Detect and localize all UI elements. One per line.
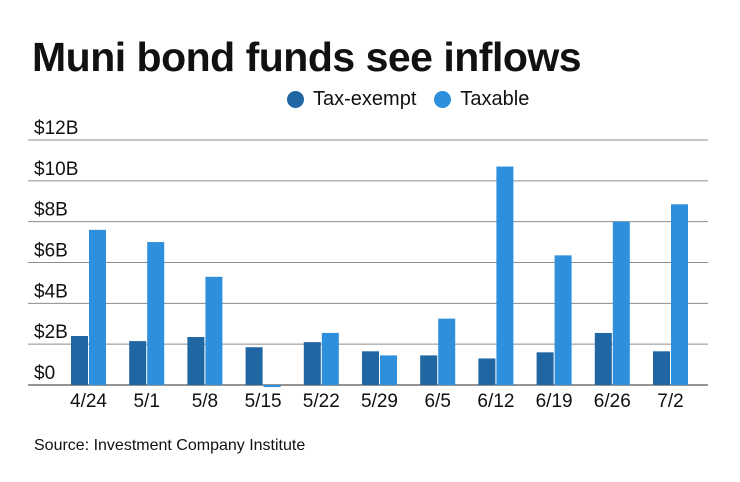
- bar-taxable: [263, 385, 281, 388]
- y-tick-label: $8B: [34, 200, 68, 221]
- bar-taxable: [380, 355, 397, 385]
- bar-tax-exempt: [129, 341, 147, 385]
- x-tick-label: 5/1: [133, 391, 159, 412]
- bar-tax-exempt: [594, 332, 612, 385]
- bar-tax-exempt: [362, 351, 379, 385]
- y-tick-label: $4B: [34, 281, 68, 302]
- bar-tax-exempt: [303, 342, 321, 385]
- x-tick-label: 5/22: [303, 391, 340, 412]
- x-tick-label: 5/15: [245, 391, 282, 412]
- bars: [71, 166, 688, 388]
- legend-swatch-tax-exempt: [287, 90, 304, 108]
- bar-tax-exempt: [187, 337, 205, 385]
- bar-tax-exempt: [420, 355, 438, 385]
- bar-taxable: [554, 255, 572, 385]
- x-tick-label: 6/5: [424, 391, 450, 412]
- x-tick-label: 6/19: [536, 391, 573, 412]
- chart-title: Muni bond funds see inflows: [32, 34, 582, 80]
- legend-label-tax-exempt: Tax-exempt: [313, 87, 417, 110]
- x-axis-labels: 4/24 5/1 5/8 5/15 5/22 5/29 6/5 6/12 6/19 6/26 7/2: [70, 391, 684, 412]
- bar-taxable: [89, 229, 106, 385]
- x-tick-label: 6/12: [477, 391, 514, 412]
- bar-chart: $0 $2B $4B $6B $8B $10B $12B 4/24 5/1 5/8 5/15 5/2…: [28, 118, 708, 412]
- bar-taxable: [147, 242, 165, 385]
- y-tick-label: $6B: [34, 241, 68, 262]
- y-tick-label: $10B: [34, 159, 78, 180]
- legend-item-tax-exempt: Tax-exempt: [287, 88, 416, 111]
- legend-item-taxable: Taxable: [434, 88, 529, 111]
- bar-taxable: [671, 204, 688, 385]
- x-tick-label: 5/29: [361, 391, 398, 412]
- bar-tax-exempt: [478, 358, 496, 385]
- bar-tax-exempt: [536, 352, 554, 385]
- bar-taxable: [321, 332, 339, 385]
- y-tick-label: $12B: [34, 118, 78, 139]
- x-tick-label: 5/8: [192, 391, 218, 412]
- bar-taxable: [438, 318, 456, 385]
- x-tick-label: 6/26: [594, 391, 631, 412]
- bar-taxable: [496, 166, 514, 385]
- legend-swatch-taxable: [434, 90, 452, 108]
- x-tick-label: 7/2: [657, 391, 683, 412]
- y-tick-label: $0: [34, 363, 55, 384]
- source-note: Source: Investment Company Institute: [34, 437, 306, 454]
- chart-legend: Tax-exempt Taxable: [287, 84, 547, 114]
- bar-tax-exempt: [71, 336, 88, 385]
- y-tick-label: $2B: [34, 322, 68, 343]
- legend-label-taxable: Taxable: [460, 87, 530, 110]
- y-axis-labels: $0 $2B $4B $6B $8B $10B $12B: [34, 118, 78, 384]
- bar-tax-exempt: [245, 347, 263, 385]
- bar-taxable: [612, 221, 630, 385]
- bar-taxable: [205, 276, 223, 385]
- x-tick-label: 4/24: [70, 391, 107, 412]
- bar-tax-exempt: [653, 351, 670, 385]
